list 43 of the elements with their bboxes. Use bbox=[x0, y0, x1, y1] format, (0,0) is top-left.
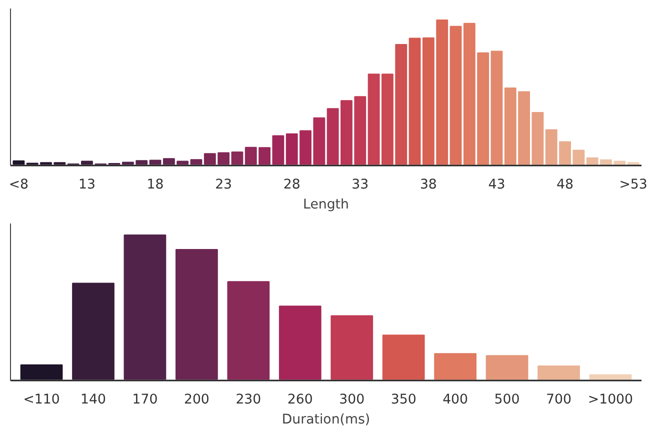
x-tick-label: 300 bbox=[339, 392, 365, 408]
x-tick-label: 400 bbox=[442, 392, 468, 408]
x-tick-label: 350 bbox=[390, 392, 416, 408]
x-tick-label: 700 bbox=[546, 392, 572, 408]
bar bbox=[124, 234, 166, 380]
x-tick-label: 38 bbox=[420, 178, 437, 192]
bar bbox=[72, 282, 114, 380]
bar bbox=[190, 159, 202, 165]
x-tick-label: 500 bbox=[494, 392, 520, 408]
x-tick-label: 23 bbox=[215, 178, 232, 192]
bar bbox=[450, 26, 462, 165]
bar bbox=[176, 248, 218, 380]
x-tick-label: 28 bbox=[283, 178, 300, 192]
bar bbox=[589, 374, 632, 380]
bar bbox=[434, 353, 476, 380]
x-axis-title: Length bbox=[303, 198, 349, 212]
x-tick-label: 13 bbox=[78, 178, 96, 192]
bar bbox=[486, 355, 528, 380]
x-tick-label: 48 bbox=[556, 178, 574, 192]
x-axis-title: Duration(ms) bbox=[282, 412, 370, 428]
bar bbox=[278, 306, 322, 380]
x-tick-label: 200 bbox=[184, 392, 210, 408]
x-tick-label: <110 bbox=[23, 392, 60, 408]
x-tick-label: <8 bbox=[8, 178, 29, 192]
x-tick-label: 170 bbox=[132, 392, 158, 408]
x-tick-label: 260 bbox=[287, 392, 313, 408]
bar bbox=[20, 364, 63, 380]
bar bbox=[227, 281, 270, 380]
bar bbox=[231, 151, 244, 165]
bar bbox=[490, 50, 503, 165]
x-tick-label: >53 bbox=[619, 178, 647, 192]
x-tick-label: >1000 bbox=[588, 392, 634, 408]
bar bbox=[408, 38, 421, 165]
x-tick-label: 43 bbox=[488, 178, 506, 192]
bar bbox=[538, 365, 580, 380]
x-tick-label: 18 bbox=[146, 178, 164, 192]
bar bbox=[330, 315, 374, 380]
x-tick-label: 230 bbox=[236, 392, 262, 408]
bar bbox=[12, 160, 25, 165]
x-tick-label: 33 bbox=[352, 178, 369, 192]
x-tick-label: 140 bbox=[80, 392, 106, 408]
bar bbox=[382, 334, 425, 380]
bar bbox=[149, 160, 162, 165]
